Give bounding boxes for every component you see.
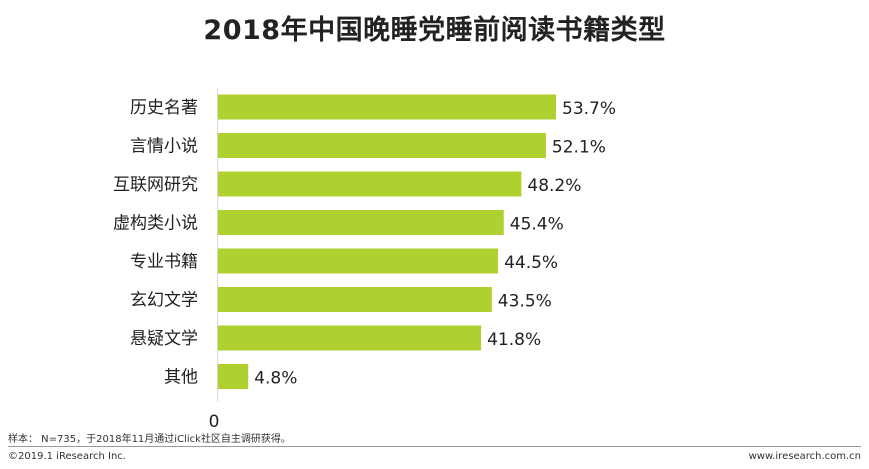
bar bbox=[218, 210, 504, 235]
website-text: www.iresearch.com.cn bbox=[748, 451, 861, 462]
category-label: 虚构类小说 bbox=[113, 214, 198, 234]
bar bbox=[218, 133, 546, 158]
category-label: 言情小说 bbox=[130, 137, 198, 157]
data-label: 53.7% bbox=[562, 99, 616, 119]
category-label: 专业书籍 bbox=[130, 252, 198, 272]
bar bbox=[218, 364, 249, 389]
category-label: 玄幻文学 bbox=[130, 291, 198, 311]
sample-note: 样本： N=735，于2018年11月通过iClick社区自主调研获得。 bbox=[8, 434, 291, 445]
category-label: 其他 bbox=[164, 368, 198, 388]
category-label: 互联网研究 bbox=[113, 175, 198, 195]
data-label: 52.1% bbox=[552, 138, 606, 158]
category-label: 悬疑文学 bbox=[130, 329, 198, 349]
bar bbox=[218, 171, 522, 197]
chart-title: 2018年中国晚睡党睡前阅读书籍类型 bbox=[203, 15, 666, 46]
data-label: 43.5% bbox=[498, 292, 552, 312]
bar bbox=[218, 325, 482, 351]
data-label: 41.8% bbox=[487, 330, 541, 350]
data-label: 45.4% bbox=[510, 215, 564, 235]
x-tick-label: 0 bbox=[209, 412, 220, 432]
copyright-text: ©2019.1 iResearch Inc. bbox=[8, 451, 126, 462]
footer-divider bbox=[8, 446, 861, 447]
bar bbox=[218, 287, 492, 312]
data-label: 44.5% bbox=[504, 253, 558, 273]
bar bbox=[218, 94, 556, 120]
bar bbox=[218, 248, 499, 274]
category-label: 历史名著 bbox=[130, 98, 198, 118]
data-label: 48.2% bbox=[527, 176, 581, 196]
data-label: 4.8% bbox=[254, 369, 297, 389]
